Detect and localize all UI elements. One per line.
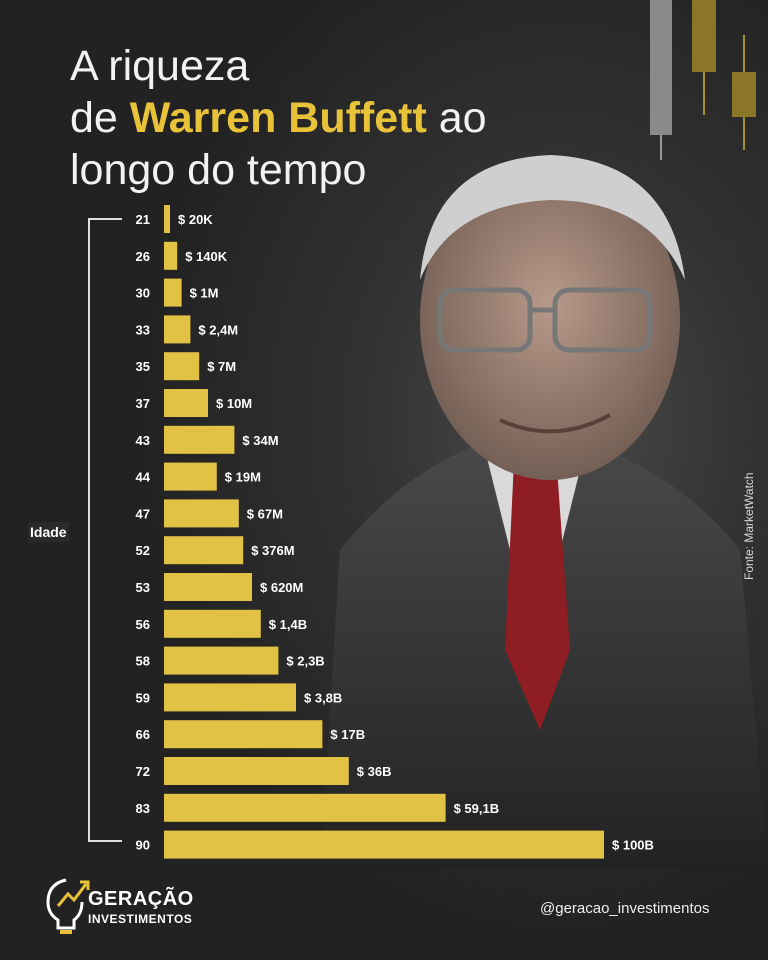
bar-value-label: $ 34M xyxy=(242,433,278,448)
bar-age-33 xyxy=(164,315,191,344)
age-tick-label: 53 xyxy=(136,580,150,595)
bar-age-30 xyxy=(164,278,182,307)
bar-value-label: $ 10M xyxy=(216,396,252,411)
bar-age-90 xyxy=(164,830,604,859)
candlestick-decoration xyxy=(650,0,756,160)
age-tick-label: 30 xyxy=(136,286,150,301)
portrait-illustration xyxy=(320,155,768,870)
bar-value-label: $ 20K xyxy=(178,212,213,227)
bar-age-66 xyxy=(164,720,323,749)
bar-value-label: $ 67M xyxy=(247,506,283,521)
bar-age-72 xyxy=(164,757,349,785)
bar-age-59 xyxy=(164,683,296,712)
logo-subtitle: INVESTIMENTOS xyxy=(88,912,193,926)
title-line-2-post: ao xyxy=(426,94,487,142)
lightbulb-head-icon xyxy=(46,878,90,934)
bar-value-label: $ 17B xyxy=(330,727,365,742)
bar-age-53 xyxy=(164,573,252,601)
age-tick-label: 35 xyxy=(136,359,150,374)
bar-age-56 xyxy=(164,609,261,638)
title-line-2-pre: de xyxy=(70,94,130,142)
bar-age-52 xyxy=(164,536,244,565)
bar-value-label: $ 3,8B xyxy=(304,690,342,705)
bar-value-label: $ 19M xyxy=(225,470,261,485)
bar-value-label: $ 2,3B xyxy=(286,654,324,669)
bar-age-26 xyxy=(164,241,178,270)
bar-age-37 xyxy=(164,389,208,417)
bar-age-83 xyxy=(164,793,446,822)
bar-value-label: $ 1,4B xyxy=(269,617,307,632)
age-tick-label: 33 xyxy=(136,322,150,337)
bar-value-label: $ 36B xyxy=(357,764,392,779)
age-tick-label: 66 xyxy=(136,727,150,742)
bar-value-label: $ 59,1B xyxy=(454,801,500,816)
age-tick-label: 47 xyxy=(136,506,150,521)
geracao-logo xyxy=(46,878,90,934)
age-tick-label: 56 xyxy=(136,617,150,632)
title-highlight: Warren Buffett xyxy=(129,94,427,142)
age-tick-label: 52 xyxy=(136,543,150,558)
age-tick-label: 26 xyxy=(136,249,150,264)
age-tick-label: 59 xyxy=(136,690,150,705)
bar-value-label: $ 376M xyxy=(251,543,294,558)
bar-age-58 xyxy=(164,646,279,675)
age-axis-bracket xyxy=(88,218,124,842)
bar-age-35 xyxy=(164,352,200,381)
title-line-1: A riqueza xyxy=(70,42,250,90)
bar-value-label: $ 1M xyxy=(190,286,219,301)
bar-value-label: $ 140K xyxy=(185,249,228,264)
age-tick-label: 43 xyxy=(136,433,150,448)
bar-age-21 xyxy=(164,205,170,233)
title-line-3: longo do tempo xyxy=(70,146,367,194)
logo-wordmark: GERAÇÃO xyxy=(88,888,194,910)
age-tick-label: 72 xyxy=(136,764,150,779)
bar-value-label: $ 7M xyxy=(207,359,236,374)
y-axis-label: Idade xyxy=(28,522,69,542)
page-title: A riqueza de Warren Buffett ao longo do … xyxy=(70,40,487,196)
age-tick-label: 58 xyxy=(136,654,150,669)
age-tick-label: 44 xyxy=(136,470,151,485)
bar-age-47 xyxy=(164,499,239,528)
bar-value-label: $ 620M xyxy=(260,580,303,595)
bar-value-label: $ 2,4M xyxy=(198,322,238,337)
age-tick-label: 83 xyxy=(136,801,150,816)
bar-age-43 xyxy=(164,425,235,454)
age-tick-label: 90 xyxy=(136,838,150,853)
social-handle[interactable]: @geracao_investimentos xyxy=(540,900,710,917)
bar-age-44 xyxy=(164,462,217,491)
bar-value-label: $ 100B xyxy=(612,838,654,853)
age-tick-label: 37 xyxy=(136,396,150,411)
age-tick-label: 21 xyxy=(136,212,150,227)
